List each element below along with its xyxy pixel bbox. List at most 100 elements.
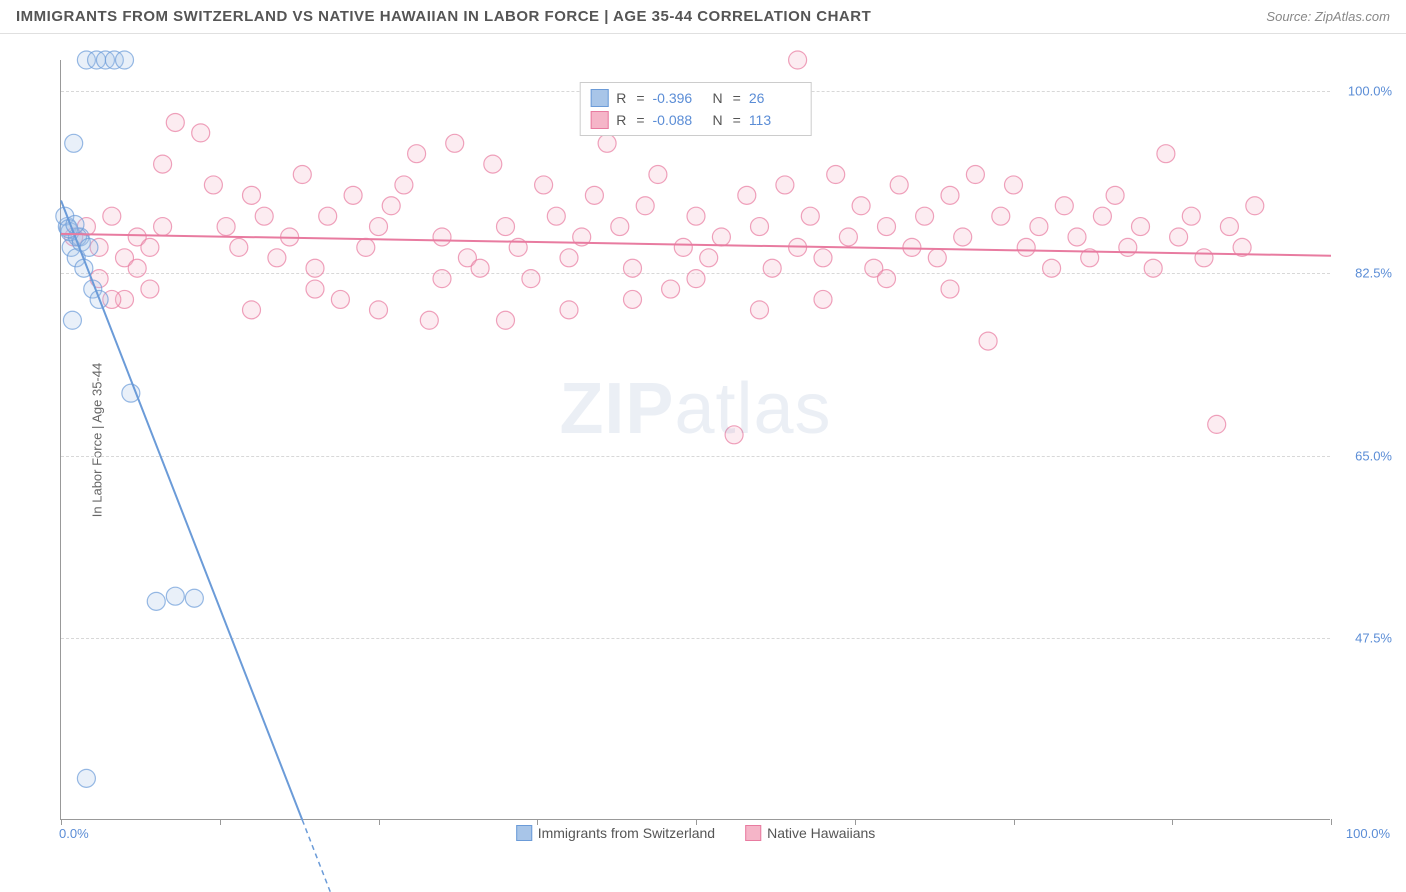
equals-sign: = xyxy=(733,90,741,106)
scatter-point xyxy=(306,280,324,298)
scatter-point xyxy=(1170,228,1188,246)
scatter-point xyxy=(63,311,81,329)
scatter-point xyxy=(293,166,311,184)
scatter-point xyxy=(992,207,1010,225)
y-tick-label: 65.0% xyxy=(1355,448,1392,463)
scatter-point xyxy=(408,145,426,163)
scatter-point xyxy=(357,238,375,256)
scatter-point xyxy=(1119,238,1137,256)
scatter-point xyxy=(230,238,248,256)
scatter-point xyxy=(268,249,286,267)
scatter-point xyxy=(979,332,997,350)
scatter-point xyxy=(154,155,172,173)
scatter-point xyxy=(522,270,540,288)
scatter-point xyxy=(751,301,769,319)
scatter-point xyxy=(1144,259,1162,277)
scatter-point xyxy=(128,259,146,277)
n-label: N xyxy=(713,90,723,106)
scatter-point xyxy=(903,238,921,256)
scatter-point xyxy=(966,166,984,184)
x-tick xyxy=(1331,819,1332,825)
scatter-point xyxy=(217,218,235,236)
scatter-point xyxy=(928,249,946,267)
legend-item-2: Native Hawaiians xyxy=(745,825,875,841)
scatter-point xyxy=(1246,197,1264,215)
scatter-point xyxy=(319,207,337,225)
scatter-point xyxy=(801,207,819,225)
y-tick-label: 47.5% xyxy=(1355,630,1392,645)
scatter-point xyxy=(738,186,756,204)
scatter-point xyxy=(1005,176,1023,194)
scatter-point xyxy=(243,186,261,204)
x-tick xyxy=(61,819,62,825)
plot-svg xyxy=(61,60,1330,819)
scatter-point xyxy=(585,186,603,204)
r-value-2: -0.088 xyxy=(653,112,705,128)
scatter-point xyxy=(636,197,654,215)
scatter-point xyxy=(827,166,845,184)
equals-sign: = xyxy=(636,112,644,128)
equals-sign: = xyxy=(636,90,644,106)
legend-series: Immigrants from Switzerland Native Hawai… xyxy=(516,825,876,841)
scatter-point xyxy=(598,134,616,152)
scatter-point xyxy=(122,384,140,402)
legend-swatch-1 xyxy=(590,89,608,107)
scatter-point xyxy=(395,176,413,194)
scatter-point xyxy=(370,218,388,236)
scatter-point xyxy=(1157,145,1175,163)
source-value: ZipAtlas.com xyxy=(1315,9,1390,24)
chart-container: In Labor Force | Age 35-44 ZIPatlas 47.5… xyxy=(50,40,1370,840)
legend-swatch-2 xyxy=(590,111,608,129)
scatter-point xyxy=(1017,238,1035,256)
scatter-point xyxy=(916,207,934,225)
legend-row-series-1: R = -0.396 N = 26 xyxy=(590,87,801,109)
scatter-point xyxy=(77,769,95,787)
x-tick-label-min: 0.0% xyxy=(59,826,89,841)
legend-bottom-swatch-2 xyxy=(745,825,761,841)
legend-bottom-swatch-1 xyxy=(516,825,532,841)
scatter-point xyxy=(941,186,959,204)
n-label: N xyxy=(713,112,723,128)
r-label: R xyxy=(616,90,626,106)
r-value-1: -0.396 xyxy=(653,90,705,106)
scatter-point xyxy=(700,249,718,267)
x-tick-label-max: 100.0% xyxy=(1346,826,1390,841)
x-tick xyxy=(1014,819,1015,825)
scatter-point xyxy=(560,249,578,267)
scatter-point xyxy=(941,280,959,298)
scatter-point xyxy=(433,228,451,246)
scatter-point xyxy=(65,134,83,152)
scatter-point xyxy=(687,207,705,225)
scatter-point xyxy=(1220,218,1238,236)
scatter-point xyxy=(814,290,832,308)
regression-line-extrapolated xyxy=(302,820,340,892)
n-value-2: 113 xyxy=(749,112,801,128)
scatter-point xyxy=(1043,259,1061,277)
scatter-point xyxy=(763,259,781,277)
scatter-point xyxy=(751,218,769,236)
scatter-point xyxy=(382,197,400,215)
scatter-point xyxy=(154,218,172,236)
regression-line xyxy=(61,234,1331,256)
legend-item-1: Immigrants from Switzerland xyxy=(516,825,715,841)
scatter-point xyxy=(141,238,159,256)
scatter-point xyxy=(1195,249,1213,267)
scatter-point xyxy=(1106,186,1124,204)
scatter-point xyxy=(878,270,896,288)
scatter-point xyxy=(1208,415,1226,433)
scatter-point xyxy=(255,207,273,225)
y-tick-label: 100.0% xyxy=(1348,84,1392,99)
scatter-point xyxy=(535,176,553,194)
scatter-point xyxy=(141,280,159,298)
scatter-point xyxy=(649,166,667,184)
scatter-point xyxy=(103,207,121,225)
scatter-point xyxy=(185,589,203,607)
scatter-point xyxy=(839,228,857,246)
scatter-point xyxy=(776,176,794,194)
legend-correlation: R = -0.396 N = 26 R = -0.088 N = 113 xyxy=(579,82,812,136)
source-attribution: Source: ZipAtlas.com xyxy=(1266,9,1390,24)
scatter-point xyxy=(497,218,515,236)
scatter-point xyxy=(1055,197,1073,215)
scatter-point xyxy=(1132,218,1150,236)
scatter-point xyxy=(484,155,502,173)
